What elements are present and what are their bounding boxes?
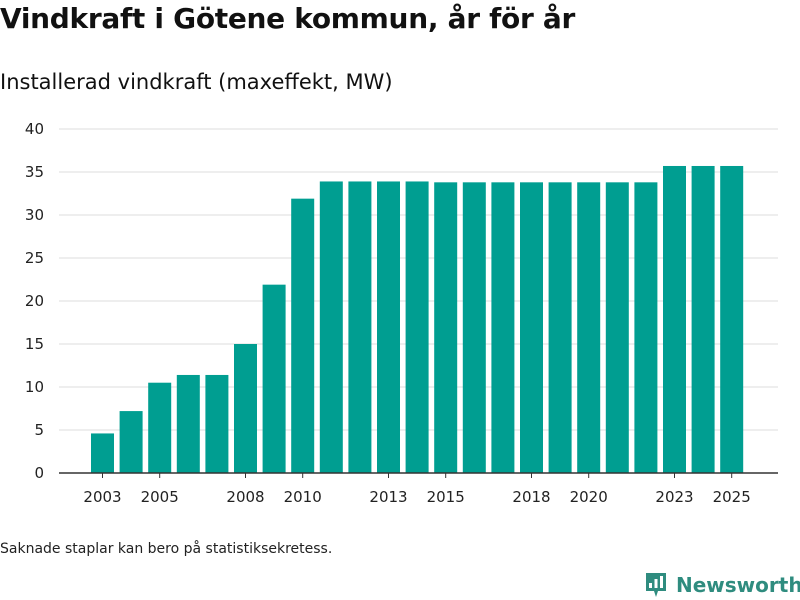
bar-2025[interactable] <box>720 165 744 474</box>
y-tick-label: 25 <box>25 249 44 267</box>
bars <box>91 165 744 474</box>
bar-2008[interactable] <box>234 344 257 473</box>
bar-2024[interactable] <box>691 165 715 474</box>
bar-2018[interactable] <box>520 182 543 473</box>
y-tick-label: 5 <box>34 421 44 439</box>
x-tick-label: 2008 <box>226 488 264 506</box>
footnote: Saknade staplar kan bero på statistiksek… <box>0 541 333 557</box>
bar-2010[interactable] <box>291 198 315 473</box>
bar-2012[interactable] <box>348 181 372 473</box>
x-tick-label: 2018 <box>512 488 550 506</box>
bar-2005[interactable] <box>148 382 172 473</box>
x-tick-label: 2005 <box>141 488 179 506</box>
y-tick-label: 35 <box>25 163 44 181</box>
bar-2017[interactable] <box>491 182 515 473</box>
bar-2004[interactable] <box>119 411 143 473</box>
bar-2003[interactable] <box>91 433 114 473</box>
bar-2022[interactable] <box>634 182 658 473</box>
y-tick-label: 20 <box>25 292 44 310</box>
bar-2020[interactable] <box>577 182 601 473</box>
chart-title: Vindkraft i Götene kommun, år för år <box>0 2 576 35</box>
bar-2016[interactable] <box>462 182 486 473</box>
bar-2015[interactable] <box>434 182 458 473</box>
x-tick-label: 2020 <box>570 488 608 506</box>
bar-2013[interactable] <box>377 181 400 473</box>
y-tick-label: 15 <box>25 335 44 353</box>
x-tick-label: 2010 <box>284 488 322 506</box>
bar-2007[interactable] <box>205 374 229 473</box>
y-tick-label: 0 <box>34 464 44 482</box>
bar-2019[interactable] <box>548 182 572 473</box>
brand[interactable]: Newsworthy <box>644 569 800 600</box>
bar-2009[interactable] <box>262 284 286 473</box>
bar-2006[interactable] <box>176 374 200 473</box>
bar-2021[interactable] <box>605 182 629 473</box>
x-tick-label: 2015 <box>427 488 465 506</box>
y-tick-label: 10 <box>25 378 44 396</box>
y-tick-label: 30 <box>25 206 44 224</box>
bar-2011[interactable] <box>319 181 343 473</box>
brand-name: Newsworthy <box>676 573 800 597</box>
x-tick-label: 2023 <box>655 488 693 506</box>
bar-2014[interactable] <box>405 181 429 473</box>
x-tick-label: 2003 <box>83 488 121 506</box>
newsworthy-logo-icon <box>646 573 666 597</box>
chart-subtitle: Installerad vindkraft (maxeffekt, MW) <box>0 70 393 94</box>
x-tick-label: 2013 <box>369 488 407 506</box>
x-tick-label: 2025 <box>713 488 751 506</box>
y-tick-label: 40 <box>25 120 44 138</box>
bar-2023[interactable] <box>663 165 686 474</box>
